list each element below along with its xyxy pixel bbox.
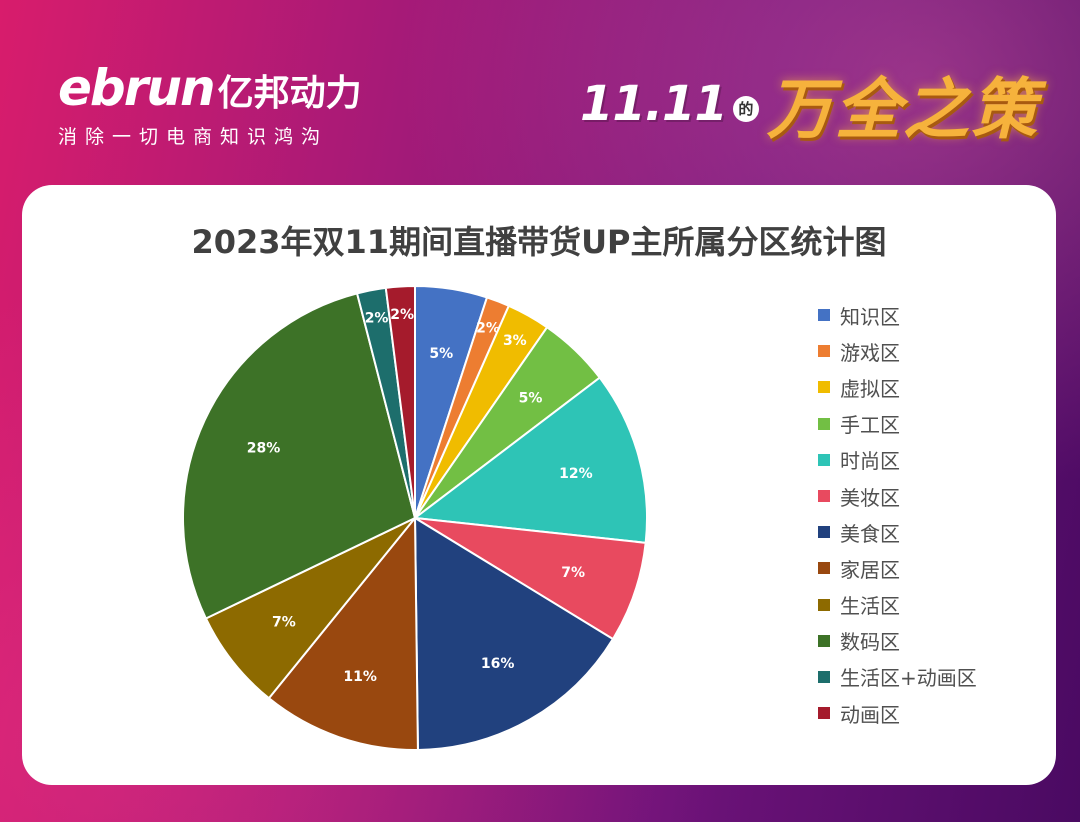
brand-logo: ebrun 亿邦动力 消除一切电商知识鸿沟 xyxy=(58,62,362,149)
legend-swatch xyxy=(818,309,830,322)
chart-title: 2023年双11期间直播带货UP主所属分区统计图 xyxy=(191,223,887,261)
legend-label: 生活区 xyxy=(840,594,900,619)
pie-slice-5 xyxy=(414,517,647,641)
legend-swatch xyxy=(818,526,830,539)
data-label-2: 3% xyxy=(503,333,527,349)
legend-label: 时尚区 xyxy=(840,449,900,474)
data-label-0: 5% xyxy=(429,346,453,362)
legend-item-5: 美妆区 xyxy=(818,478,977,514)
legend-item-4: 时尚区 xyxy=(818,442,977,478)
legend-item-11: 动画区 xyxy=(818,695,977,731)
legend-swatch xyxy=(818,453,830,466)
data-label-6: 16% xyxy=(481,656,515,672)
brand-name-cn: 亿邦动力 xyxy=(217,73,362,114)
legend-label: 美食区 xyxy=(840,521,900,546)
campaign-slogan: 万全之策 xyxy=(766,71,1039,148)
chart-card: 2023年双11期间直播带货UP主所属分区统计图 5% 2% 3% 5% 12% 7% 16… xyxy=(22,185,1056,785)
pie-slice-9 xyxy=(182,292,417,620)
data-label-1: 2% xyxy=(476,320,500,336)
brand-name-latin: ebrun xyxy=(58,59,216,117)
pie-chart: 5%2%3%5%12%7%16%11%7%28%2% 2% xyxy=(182,284,648,751)
data-label-4: 12% xyxy=(559,466,593,482)
legend-label: 生活区+动画区 xyxy=(840,666,977,691)
legend-label: 游戏区 xyxy=(840,340,900,365)
legend-item-10: 生活区+动画区 xyxy=(818,659,977,695)
legend-item-6: 美食区 xyxy=(818,514,977,550)
legend-label: 美妆区 xyxy=(840,485,900,510)
legend-swatch xyxy=(818,670,830,683)
pie-slice-8 xyxy=(204,517,416,700)
legend-swatch xyxy=(818,562,830,575)
legend-label: 知识区 xyxy=(840,304,900,329)
legend-label: 动画区 xyxy=(840,702,900,727)
data-label-5: 7% xyxy=(561,565,585,581)
brand-tagline: 消除一切电商知识鸿沟 xyxy=(58,126,329,148)
data-label-9: 28% xyxy=(247,441,281,457)
pie-slice-4 xyxy=(412,376,648,544)
legend-swatch xyxy=(818,707,830,720)
legend-label: 家居区 xyxy=(840,557,900,582)
legend-swatch xyxy=(818,345,830,358)
legend-swatch xyxy=(818,490,830,503)
campaign-de-badge: 的 xyxy=(732,96,759,122)
pie-slice-11 xyxy=(384,284,416,519)
legend-item-7: 家居区 xyxy=(818,550,977,586)
legend-swatch xyxy=(818,417,830,430)
legend-item-1: 游戏区 xyxy=(818,333,977,369)
campaign-banner: 11.11 的 万全之策 xyxy=(580,56,1039,152)
data-label-7: 11% xyxy=(343,669,377,685)
legend-label: 数码区 xyxy=(840,630,900,655)
data-label-8: 7% xyxy=(272,615,296,631)
legend-item-2: 虚拟区 xyxy=(818,369,977,405)
chart-legend: 知识区游戏区虚拟区手工区时尚区美妆区美食区家居区生活区数码区生活区+动画区 动画区 xyxy=(818,297,977,731)
legend-label: 手工区 xyxy=(840,413,900,438)
legend-item-9: 数码区 xyxy=(818,623,977,659)
data-label-11: 2% xyxy=(390,307,414,323)
campaign-date: 11.11 xyxy=(580,76,728,132)
legend-item-0: 知识区 xyxy=(818,297,977,333)
pie-slice-6 xyxy=(413,516,615,751)
data-label-10: 2% xyxy=(365,310,389,326)
legend-swatch xyxy=(818,598,830,611)
brand-name: ebrun 亿邦动力 xyxy=(58,62,362,120)
legend-swatch xyxy=(818,634,830,647)
legend-label: 虚拟区 xyxy=(840,376,900,401)
pie-slice-7 xyxy=(267,515,419,751)
legend-item-3: 手工区 xyxy=(818,406,977,442)
legend-swatch xyxy=(818,381,830,394)
data-label-3: 5% xyxy=(519,390,543,406)
legend-item-8: 生活区 xyxy=(818,587,977,623)
